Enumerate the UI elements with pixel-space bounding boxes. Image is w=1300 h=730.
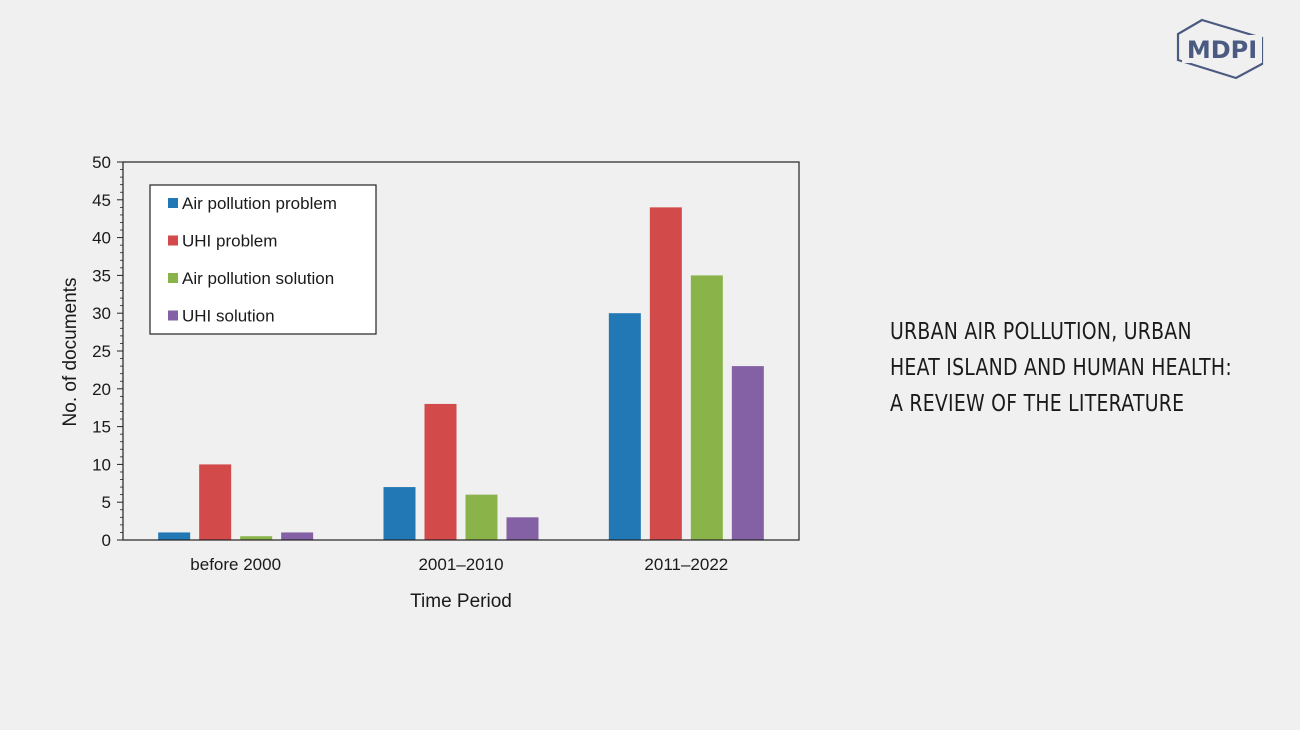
y-axis-title: No. of documents (60, 278, 81, 427)
article-headline: URBAN AIR POLLUTION, URBAN HEAT ISLAND A… (890, 314, 1232, 422)
logo-text-backdrop (1182, 35, 1262, 63)
bar (608, 313, 641, 540)
y-tick-label: 0 (102, 531, 111, 550)
bar (649, 207, 682, 541)
bar (240, 536, 273, 540)
y-tick-label: 35 (92, 266, 111, 285)
bar (199, 464, 232, 540)
bar (158, 532, 191, 540)
bar (465, 494, 498, 540)
bar (424, 403, 457, 540)
y-tick-label: 15 (92, 418, 111, 437)
y-tick-label: 40 (92, 229, 111, 248)
x-axis: before 2000 2001–2010 2011–2022 (190, 555, 728, 574)
y-tick-label: 5 (102, 493, 111, 512)
y-tick-label: 50 (92, 153, 111, 172)
legend-swatch (168, 235, 178, 246)
x-tick-label: 2001–2010 (418, 555, 503, 574)
y-tick-label: 30 (92, 304, 111, 323)
y-tick-label: 25 (92, 342, 111, 361)
legend-label: Air pollution problem (182, 194, 337, 213)
y-tick-label: 45 (92, 191, 111, 210)
bar (506, 517, 539, 540)
y-tick-label: 10 (92, 455, 111, 474)
headline-line-1: URBAN AIR POLLUTION, URBAN (890, 319, 1192, 345)
bar (731, 366, 764, 540)
bar (690, 275, 723, 540)
legend-label: UHI problem (182, 232, 277, 251)
headline-line-2: HEAT ISLAND AND HUMAN HEALTH: (890, 355, 1232, 381)
legend: Air pollution problem UHI problem Air poll… (149, 184, 377, 335)
legend-box (149, 184, 377, 335)
bar (383, 487, 416, 540)
x-axis-title: Time Period (410, 591, 512, 612)
legend-swatch (168, 198, 178, 208)
mdpi-logo: MDPI (1176, 18, 1264, 80)
headline-line-3: A REVIEW OF THE LITERATURE (890, 391, 1185, 417)
y-axis: 0 5 10 15 20 25 30 35 40 45 50 (92, 153, 123, 550)
legend-swatch (168, 273, 178, 283)
legend-label: UHI solution (182, 307, 275, 326)
x-tick-label: before 2000 (190, 555, 281, 574)
y-tick-label: 20 (92, 380, 111, 399)
legend-swatch (168, 310, 178, 321)
x-tick-label: 2011–2022 (644, 555, 728, 574)
legend-label: Air pollution solution (182, 269, 334, 288)
bars-layer (158, 207, 764, 541)
logo-text: MDPI (1187, 36, 1257, 64)
bar (281, 532, 314, 540)
